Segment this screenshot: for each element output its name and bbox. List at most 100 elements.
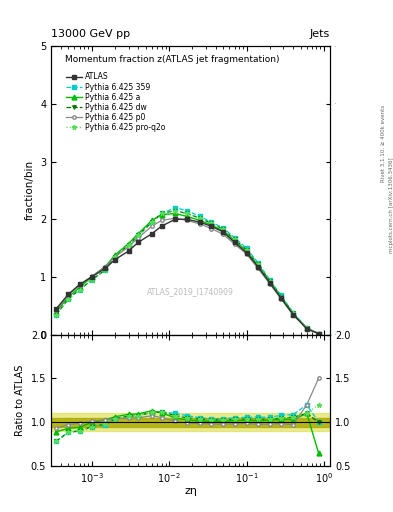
Pythia 6.425 p0 bbox=[136, 234, 141, 241]
Pythia 6.425 359 bbox=[244, 245, 249, 251]
Pythia 6.425 pro-q2o bbox=[209, 220, 213, 226]
Pythia 6.425 p0 bbox=[173, 215, 178, 221]
Pythia 6.425 359 bbox=[268, 277, 272, 283]
Text: Rivet 3.1.10, ≥ 400k events: Rivet 3.1.10, ≥ 400k events bbox=[381, 105, 386, 182]
Pythia 6.425 359 bbox=[89, 277, 94, 283]
ATLAS bbox=[149, 230, 154, 237]
Pythia 6.425 a bbox=[244, 248, 249, 254]
Pythia 6.425 p0 bbox=[232, 241, 237, 247]
ATLAS bbox=[103, 265, 108, 271]
Pythia 6.425 pro-q2o bbox=[159, 210, 164, 217]
Pythia 6.425 p0 bbox=[185, 218, 189, 224]
Pythia 6.425 pro-q2o bbox=[112, 254, 117, 260]
Pythia 6.425 dw bbox=[255, 261, 260, 267]
Pythia 6.425 pro-q2o bbox=[305, 325, 309, 331]
Text: Jets: Jets bbox=[310, 29, 330, 39]
Pythia 6.425 359 bbox=[279, 292, 283, 298]
ATLAS bbox=[268, 280, 272, 286]
Pythia 6.425 pro-q2o bbox=[185, 210, 189, 217]
Pythia 6.425 a bbox=[198, 218, 202, 224]
Pythia 6.425 pro-q2o bbox=[279, 293, 283, 300]
Pythia 6.425 359 bbox=[103, 267, 108, 273]
Pythia 6.425 a bbox=[159, 211, 164, 218]
Pythia 6.425 359 bbox=[291, 310, 296, 316]
Pythia 6.425 a bbox=[112, 252, 117, 258]
Text: ATLAS_2019_I1740909: ATLAS_2019_I1740909 bbox=[147, 287, 234, 296]
Pythia 6.425 359 bbox=[173, 205, 178, 211]
Pythia 6.425 pro-q2o bbox=[268, 278, 272, 284]
Pythia 6.425 a bbox=[173, 210, 178, 217]
Pythia 6.425 359 bbox=[112, 254, 117, 260]
Pythia 6.425 a bbox=[185, 214, 189, 220]
Pythia 6.425 a bbox=[209, 222, 213, 228]
ATLAS bbox=[112, 257, 117, 263]
Pythia 6.425 359 bbox=[77, 287, 82, 293]
ATLAS bbox=[126, 248, 131, 254]
Pythia 6.425 p0 bbox=[209, 225, 213, 231]
Pythia 6.425 p0 bbox=[255, 265, 260, 271]
ATLAS bbox=[291, 311, 296, 317]
X-axis label: zη: zη bbox=[184, 486, 197, 496]
Pythia 6.425 359 bbox=[159, 210, 164, 217]
Pythia 6.425 p0 bbox=[198, 221, 202, 227]
Pythia 6.425 a bbox=[291, 311, 296, 317]
Text: 13000 GeV pp: 13000 GeV pp bbox=[51, 29, 130, 39]
Pythia 6.425 359 bbox=[305, 325, 309, 331]
Pythia 6.425 p0 bbox=[77, 282, 82, 288]
Pythia 6.425 359 bbox=[136, 232, 141, 239]
Pythia 6.425 p0 bbox=[89, 273, 94, 280]
Pythia 6.425 pro-q2o bbox=[66, 296, 71, 302]
Pythia 6.425 a bbox=[136, 230, 141, 237]
Pythia 6.425 359 bbox=[255, 260, 260, 266]
Pythia 6.425 dw bbox=[185, 210, 189, 217]
ATLAS bbox=[232, 239, 237, 245]
ATLAS bbox=[77, 282, 82, 288]
Pythia 6.425 p0 bbox=[305, 325, 309, 331]
Pythia 6.425 dw bbox=[173, 207, 178, 214]
ATLAS bbox=[209, 223, 213, 229]
Pythia 6.425 dw bbox=[54, 311, 59, 317]
ATLAS bbox=[244, 250, 249, 256]
ATLAS bbox=[185, 216, 189, 222]
Pythia 6.425 dw bbox=[244, 247, 249, 253]
Line: Pythia 6.425 p0: Pythia 6.425 p0 bbox=[55, 217, 320, 335]
Y-axis label: Ratio to ATLAS: Ratio to ATLAS bbox=[15, 365, 25, 436]
Pythia 6.425 p0 bbox=[112, 254, 117, 260]
Pythia 6.425 a bbox=[255, 262, 260, 268]
Pythia 6.425 dw bbox=[103, 267, 108, 273]
Pythia 6.425 p0 bbox=[66, 292, 71, 298]
Pythia 6.425 dw bbox=[305, 325, 309, 331]
Pythia 6.425 a bbox=[305, 325, 309, 331]
ATLAS bbox=[279, 295, 283, 302]
Pythia 6.425 359 bbox=[126, 242, 131, 248]
Pythia 6.425 dw bbox=[316, 330, 321, 336]
Pythia 6.425 a bbox=[66, 294, 71, 300]
ATLAS bbox=[316, 330, 321, 336]
ATLAS bbox=[89, 274, 94, 280]
ATLAS bbox=[305, 326, 309, 332]
Pythia 6.425 359 bbox=[232, 234, 237, 241]
Pythia 6.425 359 bbox=[198, 214, 202, 220]
Pythia 6.425 a bbox=[279, 294, 283, 300]
Pythia 6.425 p0 bbox=[54, 307, 59, 313]
Pythia 6.425 dw bbox=[291, 310, 296, 316]
Y-axis label: fraction/bin: fraction/bin bbox=[24, 160, 35, 221]
Pythia 6.425 pro-q2o bbox=[221, 226, 226, 232]
Pythia 6.425 dw bbox=[279, 293, 283, 300]
Text: mcplots.cern.ch [arXiv:1306.3436]: mcplots.cern.ch [arXiv:1306.3436] bbox=[389, 157, 393, 252]
Pythia 6.425 dw bbox=[66, 296, 71, 302]
Pythia 6.425 359 bbox=[316, 330, 321, 336]
Pythia 6.425 a bbox=[221, 228, 226, 234]
Pythia 6.425 dw bbox=[149, 219, 154, 225]
Pythia 6.425 a bbox=[77, 284, 82, 290]
Pythia 6.425 p0 bbox=[103, 264, 108, 270]
ATLAS bbox=[221, 229, 226, 235]
Pythia 6.425 pro-q2o bbox=[291, 310, 296, 316]
Pythia 6.425 p0 bbox=[268, 281, 272, 287]
Pythia 6.425 pro-q2o bbox=[126, 242, 131, 248]
Pythia 6.425 pro-q2o bbox=[244, 247, 249, 253]
Text: Momentum fraction z(ATLAS jet fragmentation): Momentum fraction z(ATLAS jet fragmentat… bbox=[65, 55, 279, 63]
Pythia 6.425 p0 bbox=[291, 312, 296, 318]
Pythia 6.425 pro-q2o bbox=[77, 287, 82, 293]
Pythia 6.425 359 bbox=[149, 219, 154, 225]
